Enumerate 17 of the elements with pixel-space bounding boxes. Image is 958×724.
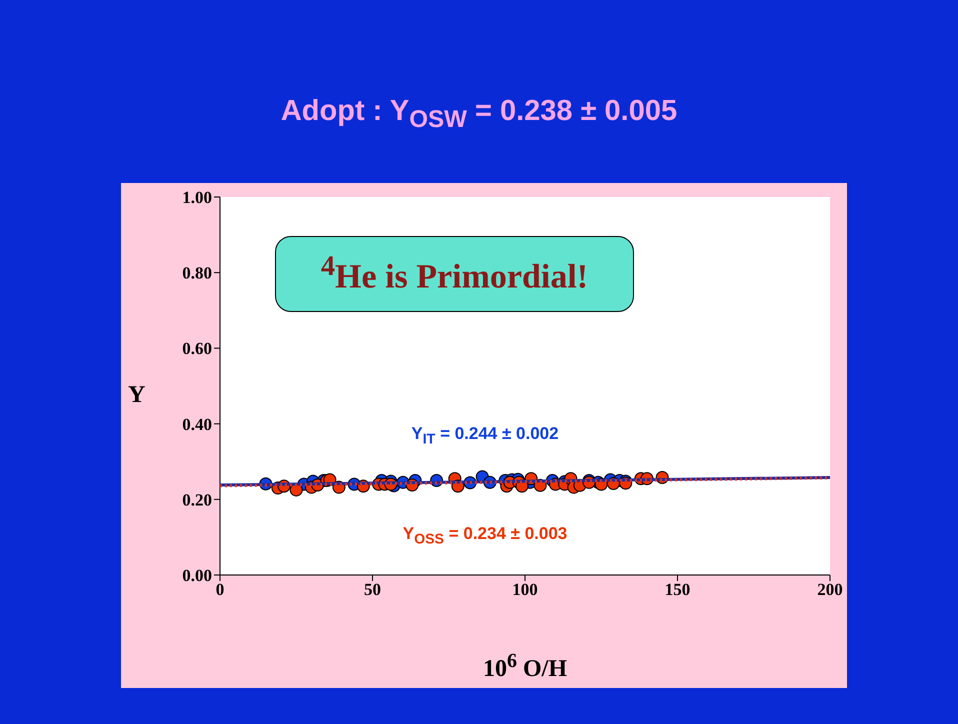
y-tick-label: 0.20 <box>182 490 212 510</box>
x-tick-label: 0 <box>216 580 224 600</box>
annotation: $^{4}$He is Primordial! <box>320 251 588 297</box>
x-tick-label: 200 <box>817 580 843 600</box>
y-tick-label: 0.40 <box>182 414 212 434</box>
y-tick-label: 0.80 <box>182 264 212 283</box>
annotation: Y$_{IT}$ = 0.244 ± 0.002 <box>411 424 559 448</box>
y-tick-label: 1.00 <box>182 188 212 208</box>
y-tick-label: 0.60 <box>182 339 212 358</box>
x-tick-label: 50 <box>364 580 381 600</box>
x-tick-label: 150 <box>664 580 690 600</box>
x-tick-label: 100 <box>512 580 538 600</box>
x-axis-title: 10$^{6}$ O/H <box>482 650 567 682</box>
y-axis-title: Y <box>128 382 146 408</box>
chart-title: Adopt : Y$_{OSW}$ = 0.238 ± 0.005 <box>280 95 678 133</box>
y-tick-label: 0.00 <box>182 566 212 586</box>
annotation: Y$_{OSS}$ = 0.234 ± 0.003 <box>402 524 568 548</box>
